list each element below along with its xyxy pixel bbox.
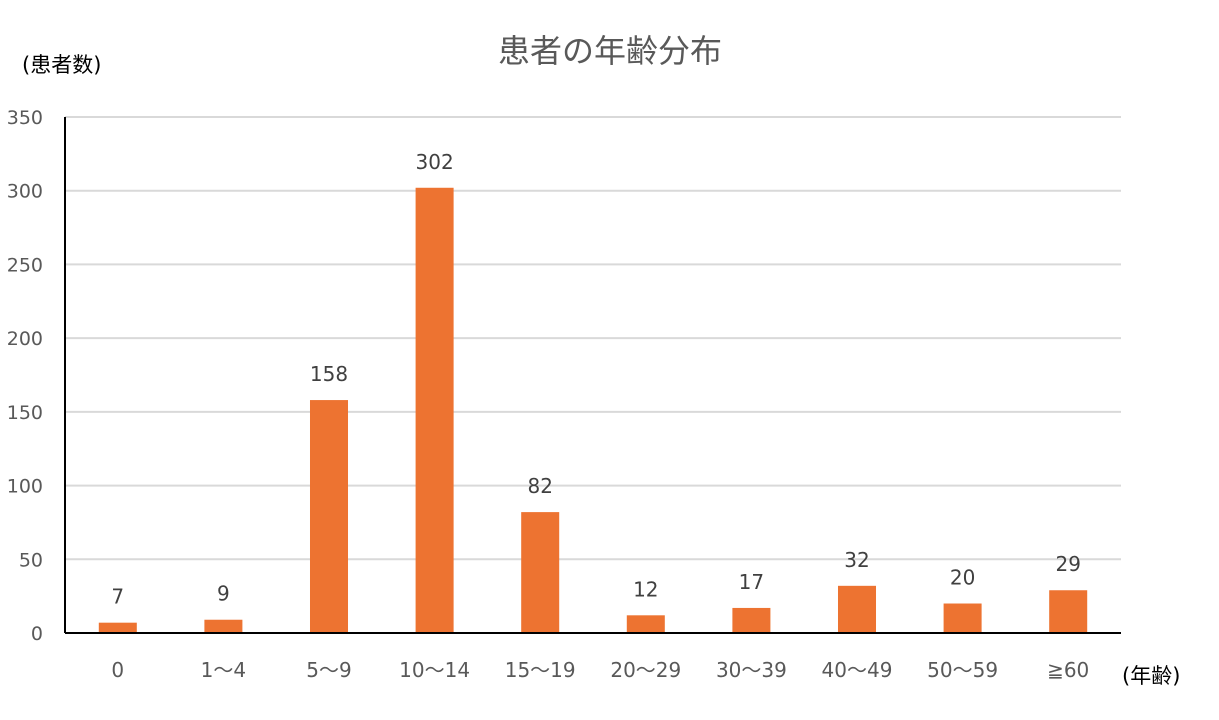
x-tick-label: 20～29	[610, 658, 681, 682]
data-label: 158	[310, 362, 348, 386]
x-tick-label: 1～4	[201, 658, 246, 682]
x-tick-label: 15～19	[505, 658, 576, 682]
bar	[521, 512, 560, 633]
x-tick-label: 5～9	[306, 658, 351, 682]
y-tick-labels: 0 50 100 150 200 250 300 350	[7, 107, 43, 645]
x-tick-label: 40～49	[822, 658, 893, 682]
data-label: 7	[111, 585, 124, 609]
y-tick-label: 100	[7, 476, 43, 498]
gridlines	[65, 116, 1121, 561]
data-label: 20	[950, 566, 975, 590]
y-tick-label: 50	[19, 549, 43, 571]
data-label: 29	[1055, 552, 1080, 576]
data-labels: 7 9 158 302 82 12 17 32 20 29	[111, 150, 1080, 609]
data-label: 302	[416, 150, 454, 174]
y-tick-label: 300	[7, 181, 43, 203]
data-label: 17	[739, 570, 764, 594]
bars	[98, 187, 1088, 633]
bar	[98, 622, 137, 633]
bar	[732, 607, 771, 633]
x-tick-label: 50～59	[927, 658, 998, 682]
x-tick-labels: 0 1～4 5～9 10～14 15～19 20～29 30～39 40～49 50～59 ≧60	[111, 658, 1089, 682]
x-tick-label: ≧60	[1047, 658, 1089, 682]
bar	[309, 400, 349, 633]
bar	[626, 615, 665, 633]
x-tick-label: 30～39	[716, 658, 787, 682]
y-axis-title: (患者数)	[22, 53, 101, 77]
y-tick-label: 250	[7, 254, 43, 276]
bar	[1049, 590, 1088, 633]
bar	[943, 603, 982, 633]
data-label: 32	[844, 548, 869, 572]
x-tick-label: 10～14	[399, 658, 470, 682]
y-tick-label: 200	[7, 328, 43, 350]
data-label: 9	[217, 582, 230, 606]
x-tick-label: 0	[111, 658, 124, 682]
chart-title: 患者の年齢分布	[498, 32, 722, 70]
y-tick-label: 0	[31, 623, 43, 645]
bar	[204, 619, 243, 633]
y-tick-label: 350	[7, 107, 43, 129]
x-axis-title: (年齢)	[1122, 664, 1180, 688]
data-label: 12	[633, 577, 658, 601]
data-label: 82	[527, 474, 552, 498]
bar	[837, 585, 877, 633]
y-tick-label: 150	[7, 402, 43, 424]
bar	[415, 187, 454, 633]
